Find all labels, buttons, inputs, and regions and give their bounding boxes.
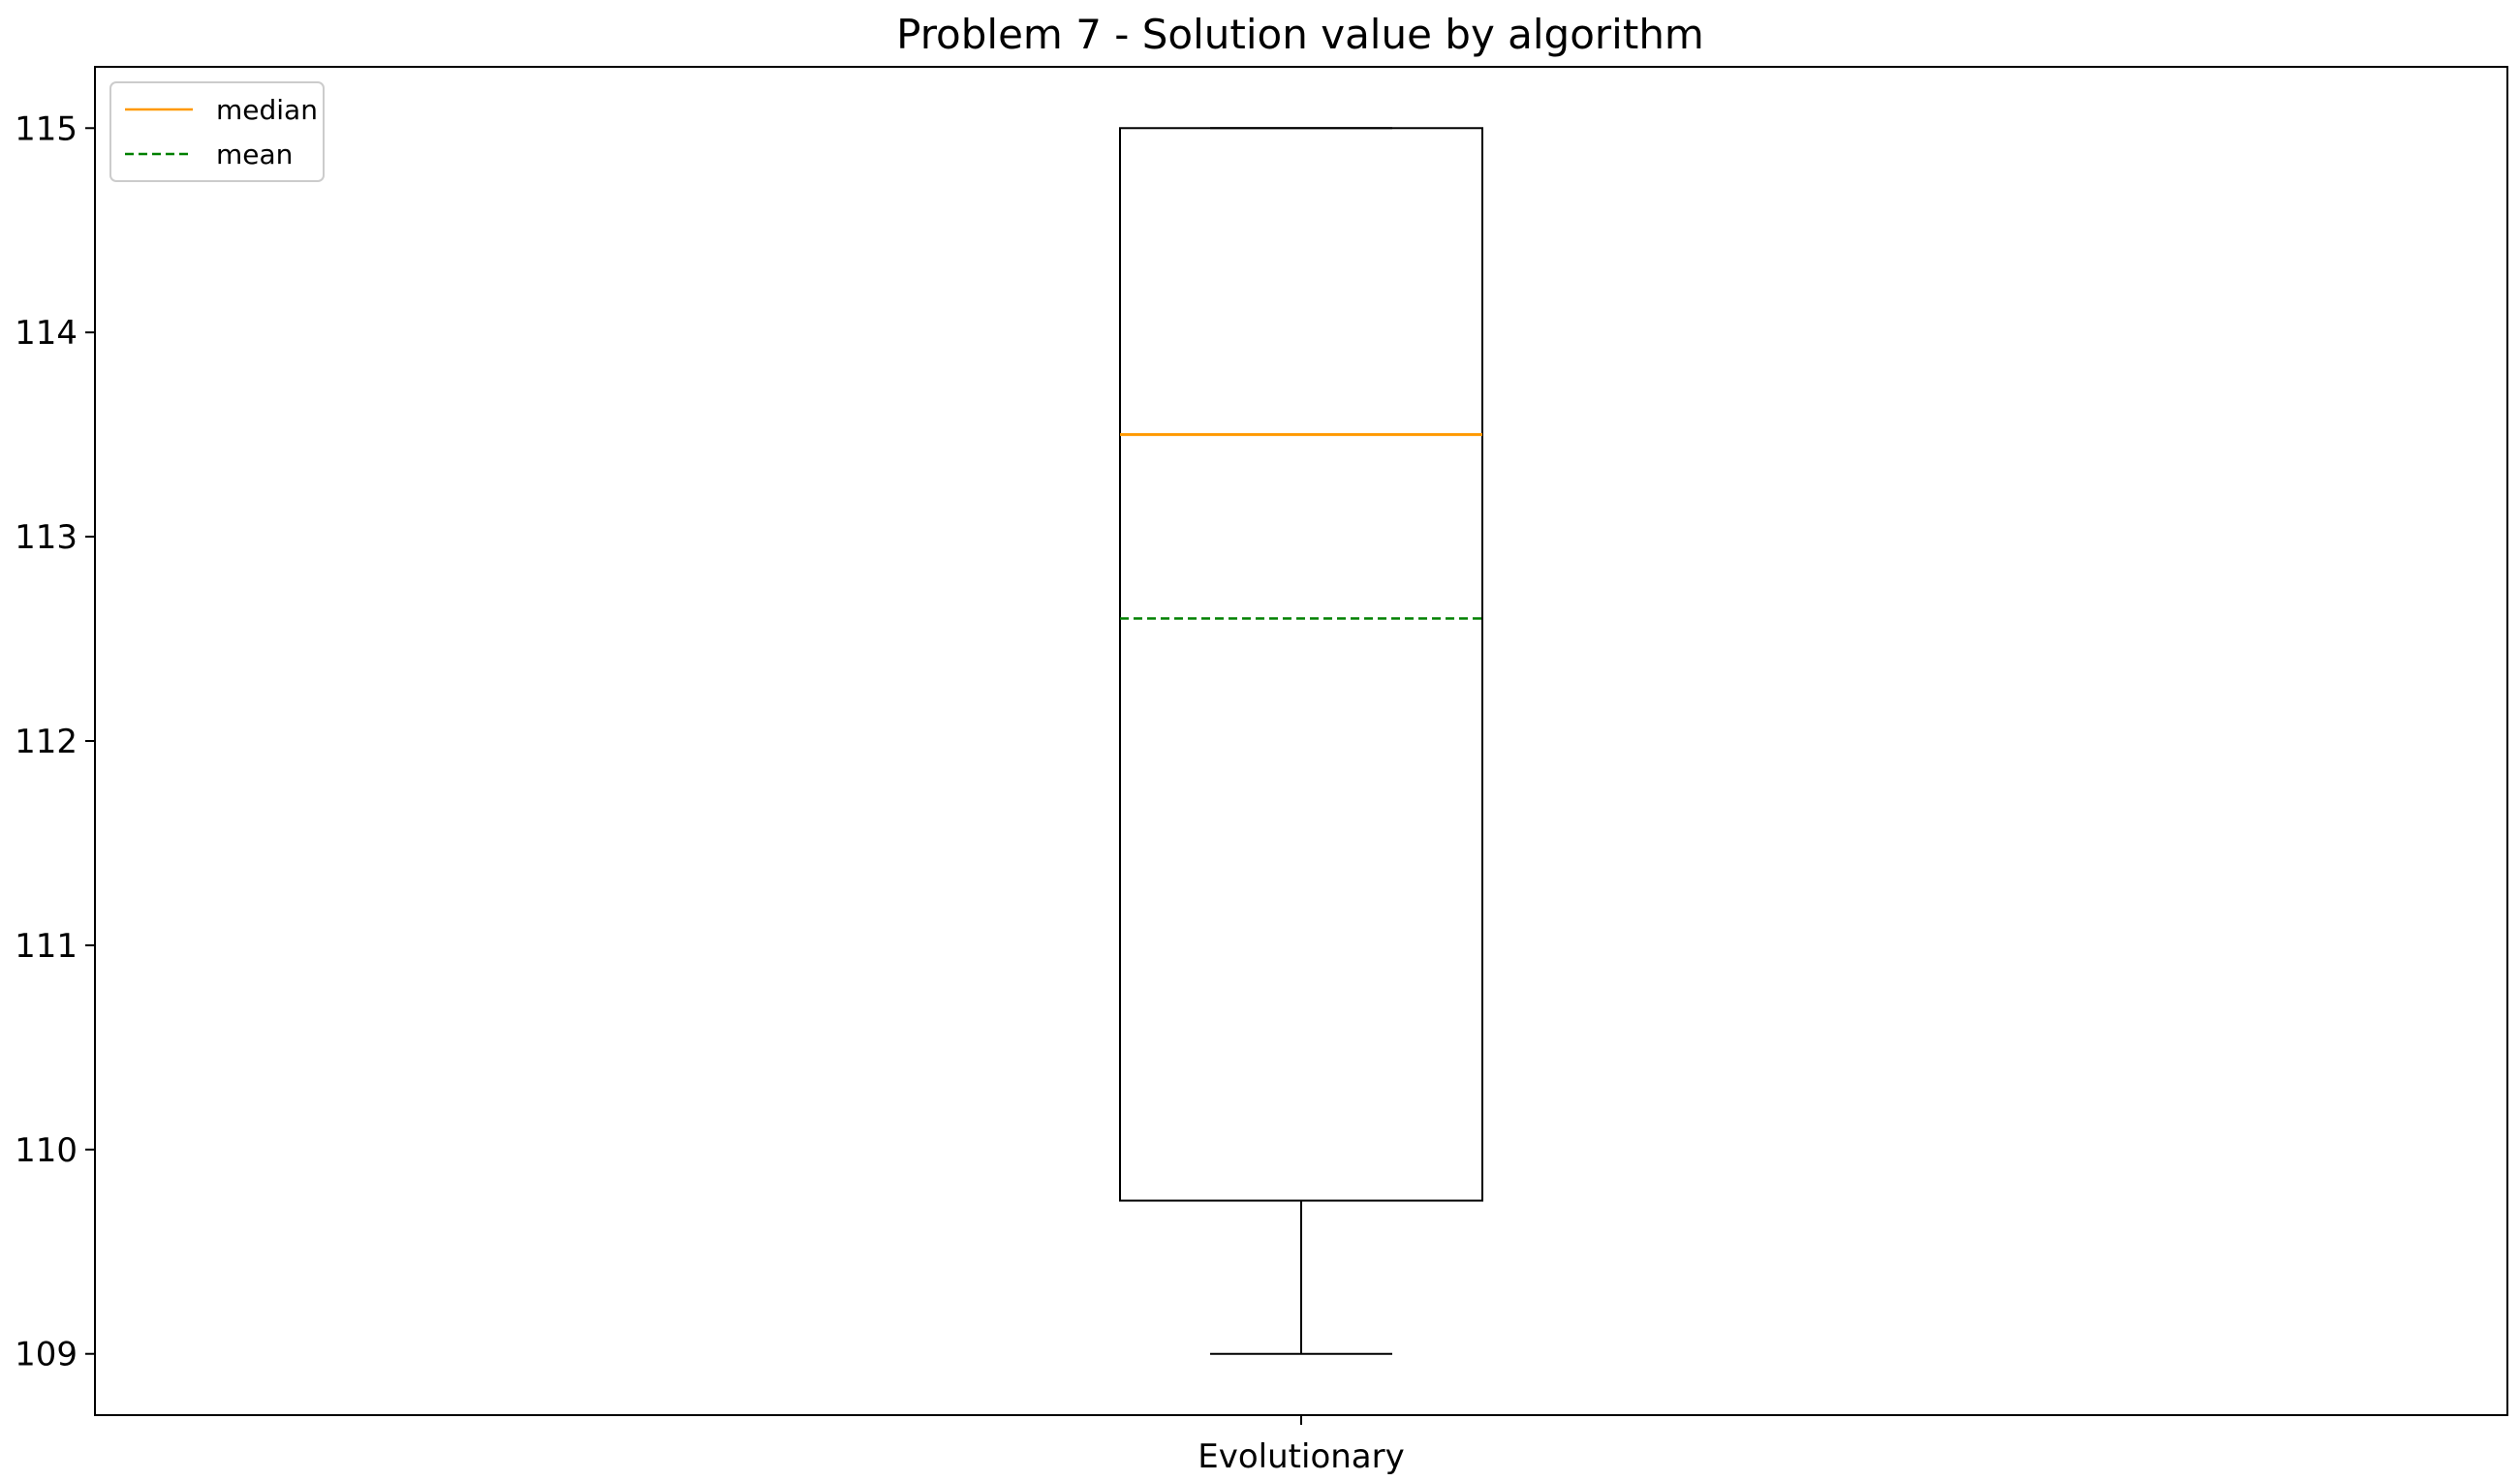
y-tick-label: 110 (15, 1131, 78, 1170)
box-plot-group (1119, 127, 1483, 1355)
box-body (1119, 127, 1483, 1202)
y-tick-label: 109 (15, 1336, 78, 1374)
y-tick-label: 115 (15, 109, 78, 148)
x-tick-label: Evolutionary (1198, 1437, 1404, 1476)
legend: median mean (109, 81, 325, 182)
chart-title: Problem 7 - Solution value by algorithm (896, 11, 1704, 58)
legend-label-median: median (216, 94, 318, 126)
y-tick-label: 111 (15, 927, 78, 966)
x-axis: Evolutionary (1198, 1415, 1405, 1476)
legend-frame (109, 81, 325, 182)
y-tick-label: 113 (15, 518, 78, 557)
legend-label-mean: mean (216, 139, 293, 170)
y-tick-label: 112 (15, 723, 78, 761)
y-axis: 109 110 111 112 113 114 115 (15, 109, 95, 1374)
y-tick-label: 114 (15, 314, 78, 353)
